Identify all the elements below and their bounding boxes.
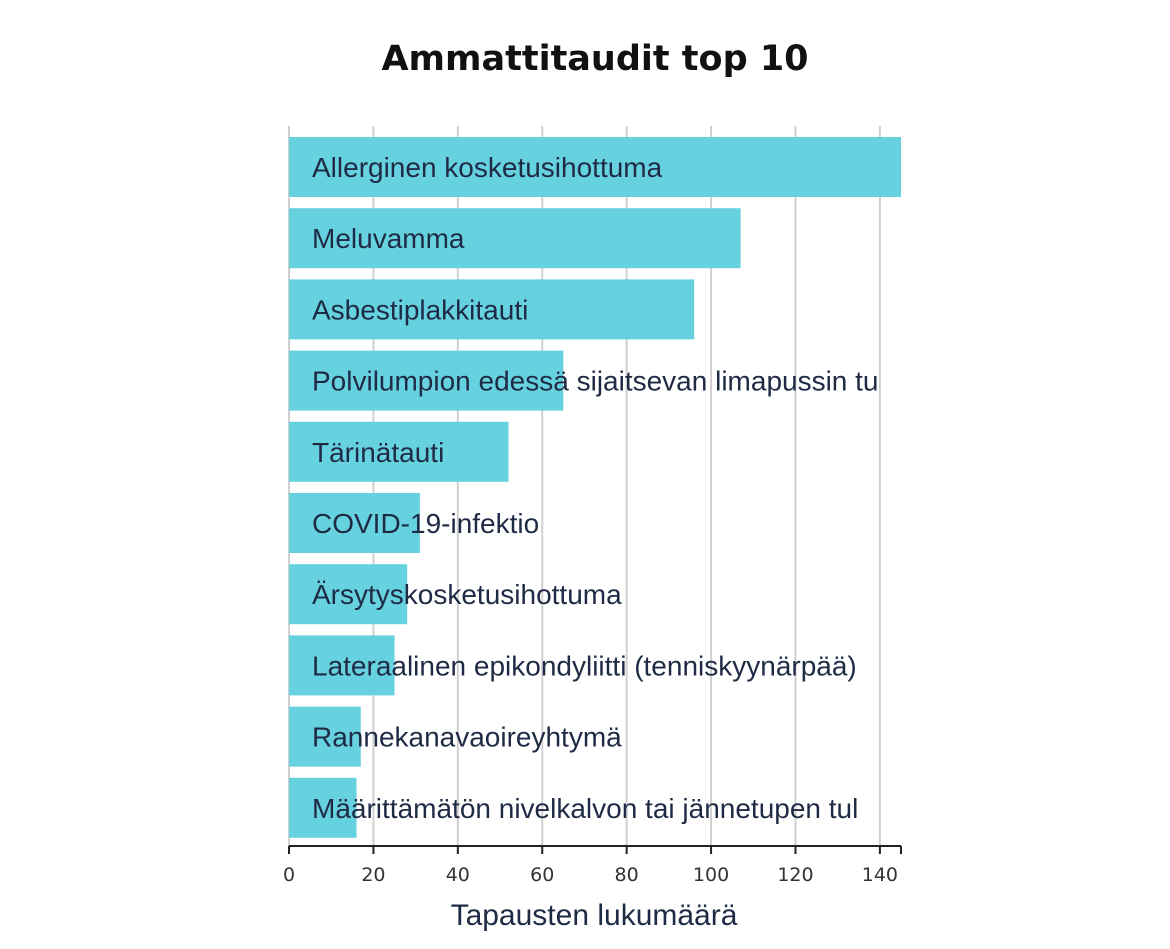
- bar: [289, 137, 901, 197]
- x-tick-label: 60: [530, 864, 554, 886]
- x-tick-label: 0: [283, 864, 295, 886]
- x-tick-label: 40: [446, 864, 470, 886]
- bar-label: Tärinätauti: [312, 437, 444, 468]
- bar: [289, 706, 361, 767]
- bar-label: Ärsytyskosketusihottuma: [312, 579, 622, 610]
- bar-label: COVID-19-infektio: [312, 508, 539, 539]
- x-tick-label: 140: [862, 864, 898, 886]
- bar-label: Rannekanavaoireyhtymä: [312, 722, 622, 753]
- bars: [289, 137, 901, 838]
- x-axis-label: Tapausten lukumäärä: [451, 899, 738, 932]
- x-tick-label: 80: [615, 864, 639, 886]
- bar-label: Määrittämätön nivelkalvon tai jännetupen…: [312, 793, 858, 824]
- x-tick-label: 120: [777, 864, 813, 886]
- bar-label: Polvilumpion edessä sijaitsevan limapuss…: [312, 366, 879, 397]
- x-tick-label: 100: [693, 864, 729, 886]
- bar: [289, 777, 357, 838]
- bar-label: Meluvamma: [312, 223, 465, 254]
- bar: [289, 421, 509, 482]
- x-tick-label: 20: [361, 864, 385, 886]
- bar-label: Asbestiplakkitauti: [312, 294, 528, 325]
- bar: [289, 350, 564, 411]
- chart-title: Ammattitaudit top 10: [381, 39, 808, 79]
- bar: [289, 564, 408, 625]
- bar-label: Allerginen kosketusihottuma: [312, 152, 663, 183]
- bar: [289, 493, 420, 553]
- bar-label: Lateraalinen epikondyliitti (tenniskyynä…: [312, 650, 857, 681]
- bar: [289, 208, 741, 269]
- bar: [289, 279, 695, 340]
- bar: [289, 635, 395, 696]
- x-axis-ticks: 0 20 40 60 80 100 120 140: [283, 846, 902, 886]
- bar-labels: Allerginen kosketusihottuma Meluvamma Asbe…: [312, 152, 879, 824]
